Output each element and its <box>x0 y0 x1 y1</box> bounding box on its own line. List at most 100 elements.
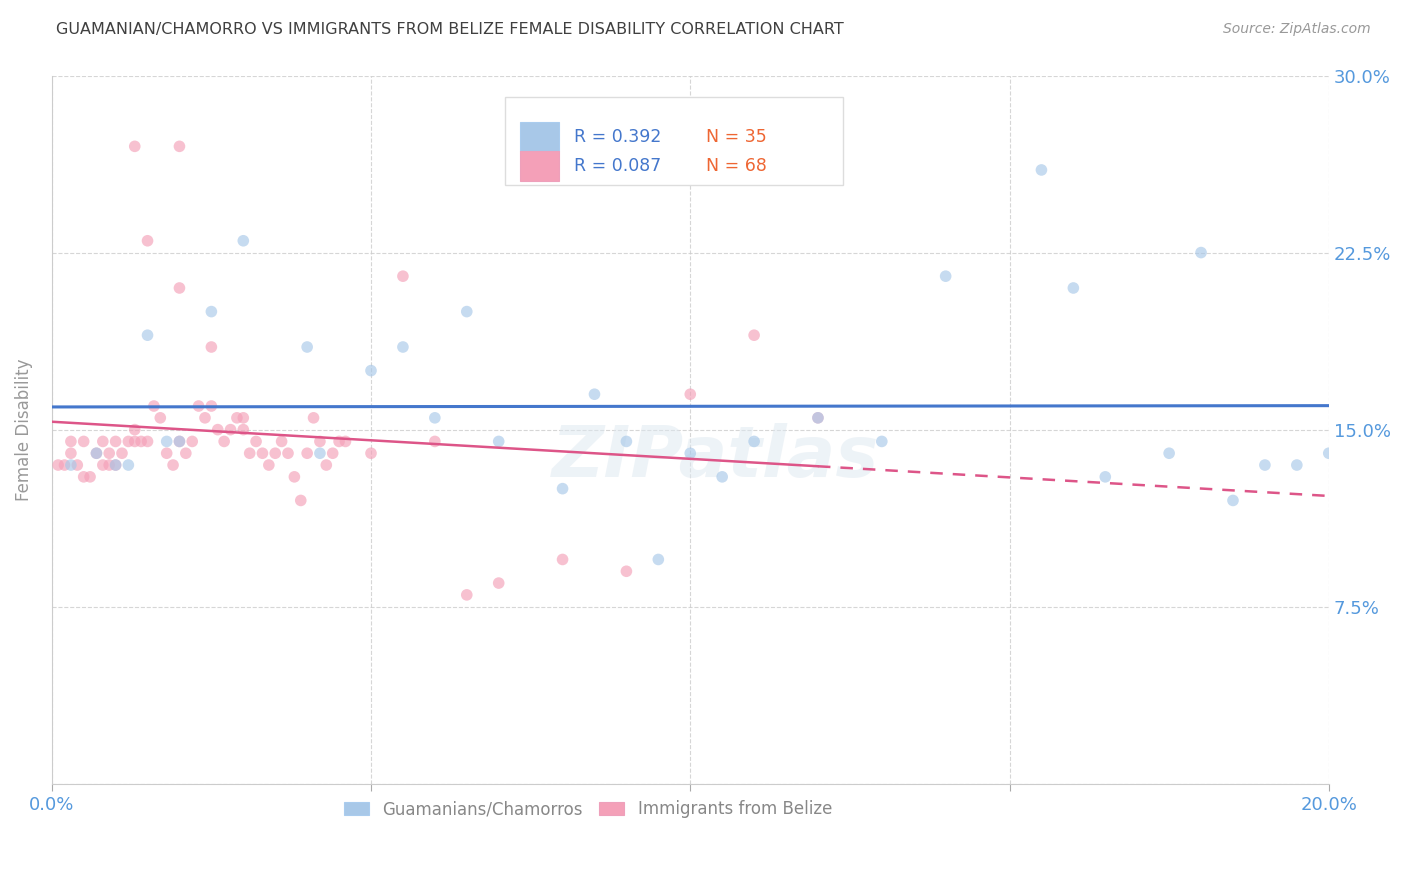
Point <box>807 410 830 425</box>
Point <box>309 434 332 449</box>
Point <box>59 458 82 472</box>
Point <box>66 458 89 472</box>
Point <box>335 434 357 449</box>
Point <box>169 434 191 449</box>
Point <box>142 399 165 413</box>
Point <box>136 328 159 343</box>
Point <box>551 552 574 566</box>
Point <box>392 269 415 284</box>
Point <box>456 304 478 318</box>
Point <box>360 446 382 460</box>
FancyBboxPatch shape <box>520 151 558 181</box>
Point <box>104 458 127 472</box>
Point <box>124 434 146 449</box>
Text: R = 0.087: R = 0.087 <box>574 157 661 175</box>
Point <box>124 139 146 153</box>
Text: R = 0.392: R = 0.392 <box>574 128 661 145</box>
Point <box>488 576 510 591</box>
Point <box>73 434 96 449</box>
Point <box>1317 446 1340 460</box>
Point <box>98 458 121 472</box>
Point <box>104 434 127 449</box>
Point <box>181 434 204 449</box>
Point <box>870 434 893 449</box>
Point <box>616 564 638 578</box>
Point <box>232 234 254 248</box>
Point <box>117 458 139 472</box>
Point <box>1254 458 1277 472</box>
Point <box>200 304 222 318</box>
Point <box>239 446 262 460</box>
Point <box>86 446 108 460</box>
Point <box>1285 458 1308 472</box>
Point <box>295 340 318 354</box>
Point <box>129 434 152 449</box>
Point <box>212 434 235 449</box>
Point <box>200 399 222 413</box>
Point <box>1159 446 1181 460</box>
Point <box>194 410 217 425</box>
Point <box>679 387 702 401</box>
Point <box>302 410 325 425</box>
Point <box>742 434 765 449</box>
Text: N = 35: N = 35 <box>706 128 766 145</box>
Point <box>174 446 197 460</box>
Point <box>583 387 606 401</box>
Point <box>252 446 274 460</box>
Point <box>257 458 280 472</box>
Point <box>328 434 350 449</box>
Point <box>104 458 127 472</box>
Text: N = 68: N = 68 <box>706 157 766 175</box>
Point <box>46 458 69 472</box>
Point <box>232 410 254 425</box>
Point <box>1189 245 1212 260</box>
Text: Source: ZipAtlas.com: Source: ZipAtlas.com <box>1223 22 1371 37</box>
Point <box>169 139 191 153</box>
Point <box>360 363 382 377</box>
Point <box>616 434 638 449</box>
Point <box>207 423 229 437</box>
Point <box>315 458 337 472</box>
Point <box>226 410 249 425</box>
Point <box>551 482 574 496</box>
Point <box>423 434 446 449</box>
Text: ZIPatlas: ZIPatlas <box>553 424 880 492</box>
Point <box>111 446 134 460</box>
Point <box>309 446 332 460</box>
Point <box>169 434 191 449</box>
Point <box>245 434 267 449</box>
Point <box>187 399 209 413</box>
Point <box>392 340 415 354</box>
Point <box>136 434 159 449</box>
Point <box>1222 493 1244 508</box>
Point <box>1031 163 1053 178</box>
Point <box>200 340 222 354</box>
Point <box>91 434 114 449</box>
Point <box>79 470 101 484</box>
Legend: Guamanians/Chamorros, Immigrants from Belize: Guamanians/Chamorros, Immigrants from Be… <box>337 794 839 825</box>
Point <box>59 434 82 449</box>
Point <box>456 588 478 602</box>
Point <box>807 410 830 425</box>
Point <box>277 446 299 460</box>
Point <box>53 458 76 472</box>
Point <box>711 470 734 484</box>
Point <box>283 470 305 484</box>
Point <box>488 434 510 449</box>
Point <box>742 328 765 343</box>
Point <box>124 423 146 437</box>
Point <box>219 423 242 437</box>
Point <box>264 446 287 460</box>
Point <box>423 410 446 425</box>
Point <box>1094 470 1116 484</box>
Point <box>935 269 957 284</box>
Point <box>270 434 292 449</box>
Point <box>73 470 96 484</box>
Point <box>290 493 312 508</box>
Point <box>156 434 179 449</box>
FancyBboxPatch shape <box>520 121 558 152</box>
Point <box>136 234 159 248</box>
Point <box>647 552 669 566</box>
Point <box>91 458 114 472</box>
Text: GUAMANIAN/CHAMORRO VS IMMIGRANTS FROM BELIZE FEMALE DISABILITY CORRELATION CHART: GUAMANIAN/CHAMORRO VS IMMIGRANTS FROM BE… <box>56 22 844 37</box>
